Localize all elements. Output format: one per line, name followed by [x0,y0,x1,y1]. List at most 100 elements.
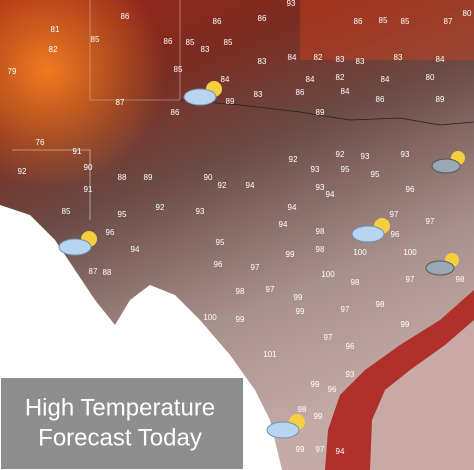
sun-cloud-icon [266,414,305,439]
border [12,149,91,220]
temperature-label: 92 [336,150,345,159]
title-box [0,376,245,470]
temperature-label: 91 [73,147,82,156]
temperature-label: 89 [436,95,445,104]
temperature-label: 98 [316,227,325,236]
temperature-label: 97 [324,333,333,342]
temperature-label: 88 [103,268,112,277]
temperature-label: 86 [213,17,222,26]
temperature-label: 86 [121,12,130,21]
temperature-label: 84 [221,75,230,84]
temperature-label: 85 [174,65,183,74]
temperature-label: 89 [316,108,325,117]
temperature-label: 82 [314,53,323,62]
temperature-label: 86 [354,17,363,26]
temperature-label: 82 [49,45,58,54]
temperature-label: 99 [314,412,323,421]
temperature-label: 97 [406,275,415,284]
temperature-label: 76 [36,138,45,147]
storm-icon [431,151,465,174]
temperature-label: 81 [51,25,60,34]
temperature-label: 87 [89,267,98,276]
temperature-label: 94 [326,190,335,199]
temperature-label: 99 [311,380,320,389]
temperature-label: 100 [203,313,217,322]
temperature-label: 86 [171,108,180,117]
temperature-label: 84 [381,75,390,84]
temperature-label: 86 [376,95,385,104]
temperature-label: 93 [287,0,296,8]
temperature-label: 90 [84,163,93,172]
title-line: Forecast Today [38,424,202,451]
temperature-label: 98 [351,278,360,287]
border [89,0,181,101]
temperature-label: 96 [328,385,337,394]
sun-cloud-icon [183,81,222,106]
temperature-label: 96 [406,185,415,194]
temperature-label: 84 [436,55,445,64]
temperature-label: 86 [258,14,267,23]
temperature-label: 83 [201,45,210,54]
temperature-label: 93 [316,183,325,192]
temperature-label: 101 [263,350,277,359]
temperature-label: 93 [346,370,355,379]
temperature-label: 86 [296,88,305,97]
temperature-label: 85 [224,38,233,47]
temperature-label: 89 [144,173,153,182]
temperature-label: 99 [236,315,245,324]
temperature-label: 92 [18,167,27,176]
temperature-label: 92 [218,181,227,190]
weather-icons [58,81,465,439]
temperature-label: 100 [353,248,367,257]
temperature-label: 95 [216,238,225,247]
temperature-label: 98 [376,300,385,309]
temperature-label: 86 [164,37,173,46]
temperature-label: 99 [294,293,303,302]
temperature-label: 79 [8,67,17,76]
temperature-label: 94 [131,245,140,254]
temperature-label: 91 [84,185,93,194]
temperature-label: 95 [118,210,127,219]
temperature-label: 83 [394,53,403,62]
temperature-label: 96 [346,342,355,351]
temperature-label: 98 [236,287,245,296]
temperature-label: 97 [251,263,260,272]
sun-cloud-icon [58,231,97,256]
temperature-label: 92 [156,203,165,212]
temperature-label: 82 [336,73,345,82]
temperature-labels: 86 86 86 93 86 85 85 87 80 81 82 79 85 86 85 85 83 85 84 83… [4,0,472,456]
temperature-label: 97 [316,445,325,454]
temperature-label: 94 [279,220,288,229]
temperature-label: 95 [341,165,350,174]
temperature-label: 85 [401,17,410,26]
temperature-label: 99 [296,307,305,316]
temperature-label: 97 [341,305,350,314]
temperature-label: 83 [336,55,345,64]
temperature-label: 100 [321,270,335,279]
temperature-label: 83 [356,57,365,66]
sun-cloud-icon [351,218,390,243]
temperature-label: 96 [214,260,223,269]
gulf [370,320,474,470]
temperature-label: 97 [266,285,275,294]
temperature-label: 93 [196,207,205,216]
temperature-label: 85 [62,207,71,216]
temperature-label: 95 [371,170,380,179]
temperature-label: 83 [254,90,263,99]
temperature-label: 99 [401,320,410,329]
temperature-label: 99 [286,250,295,259]
border [179,99,474,126]
temperature-label: 100 [403,248,417,257]
temperature-label: 98 [298,405,307,414]
temperature-label: 89 [226,97,235,106]
temperature-label: 87 [116,98,125,107]
temperature-label: 98 [316,245,325,254]
temperature-label: 84 [288,53,297,62]
temperature-label: 94 [288,203,297,212]
temperature-label: 98 [456,275,465,284]
temperature-label: 93 [4,208,13,217]
temperature-label: 97 [390,210,399,219]
temperature-label: 80 [463,9,472,18]
temperature-label: 93 [401,150,410,159]
